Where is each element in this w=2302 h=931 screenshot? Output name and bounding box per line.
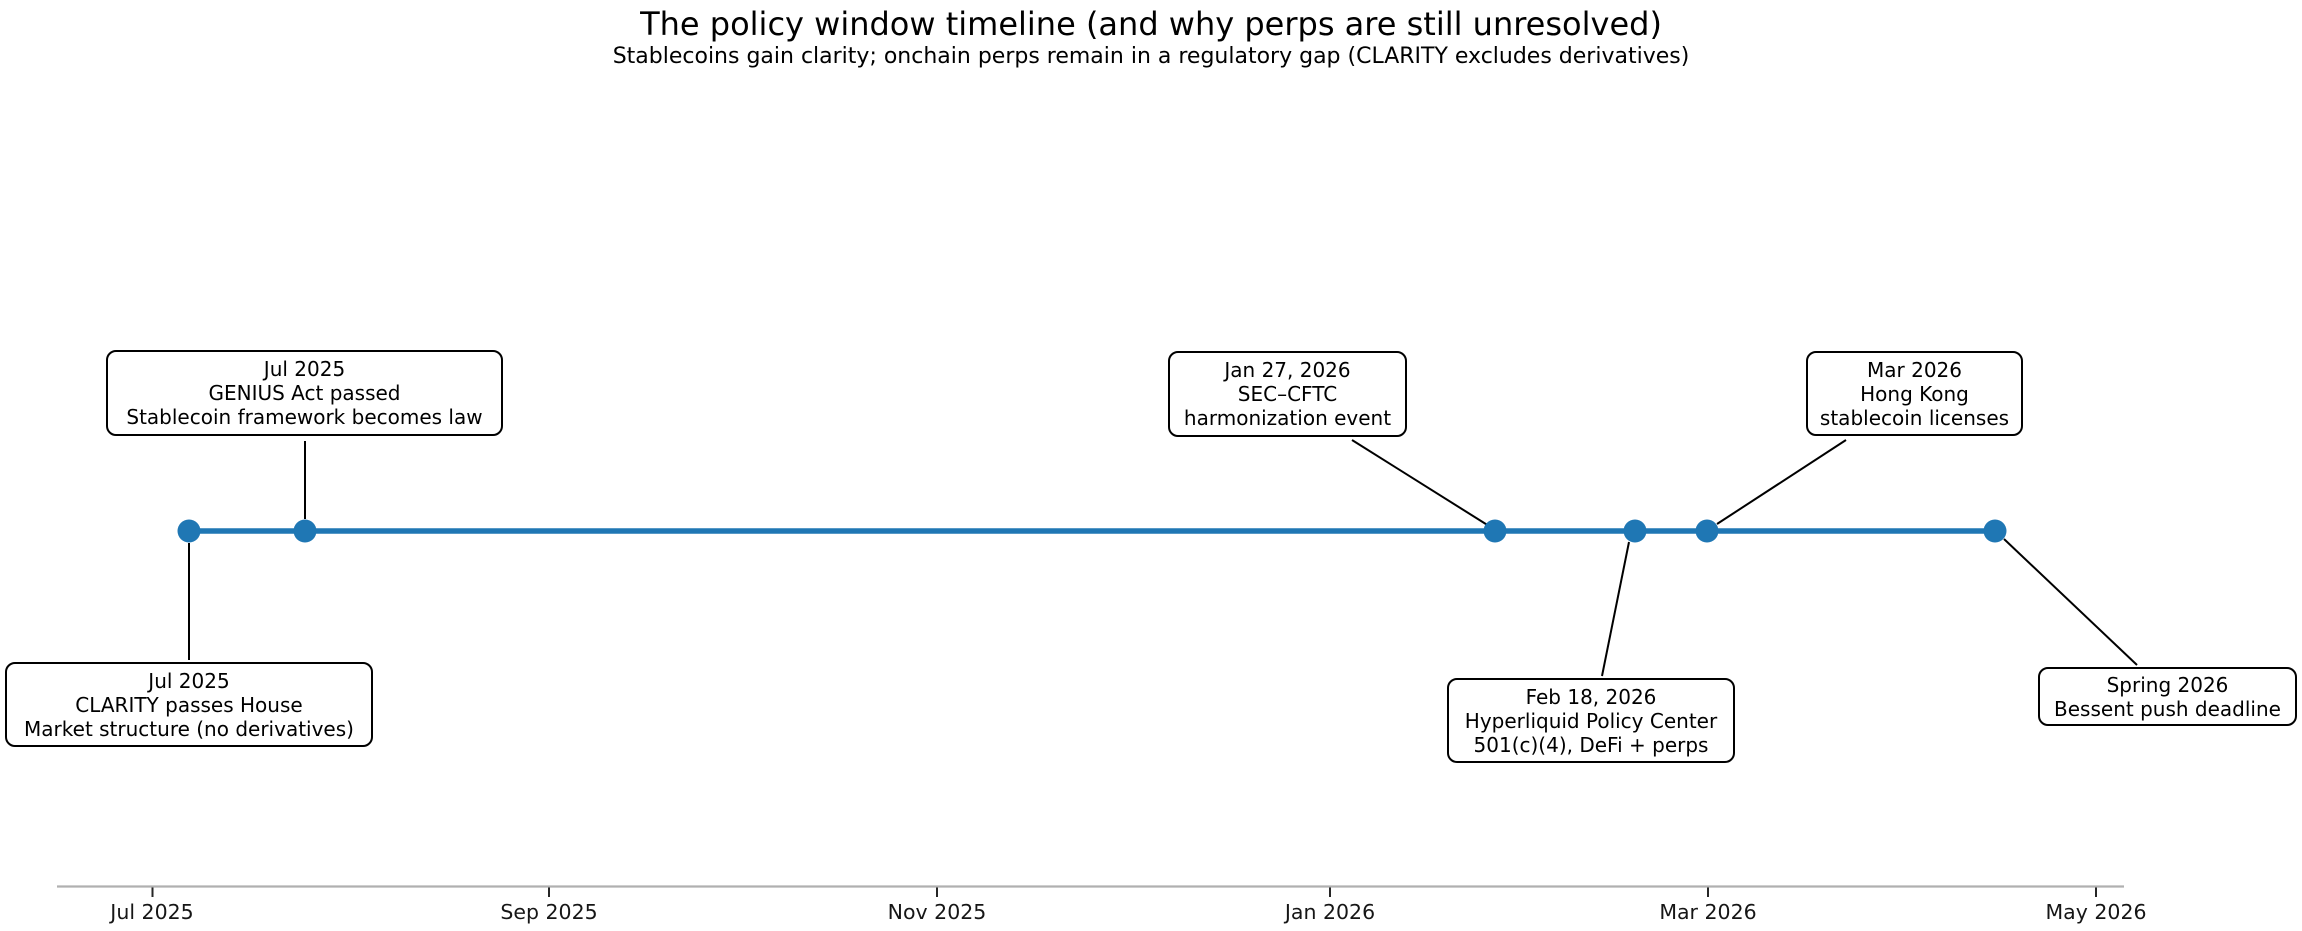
connector-hyperliquid: [1601, 541, 1630, 677]
milestone-dot-hong-kong: [1695, 519, 1719, 543]
callout-hong-kong: Mar 2026 Hong Kong stablecoin licenses: [1806, 351, 2023, 436]
milestone-dot-sec-cftc: [1483, 519, 1507, 543]
callout-date-line: Feb 18, 2026: [1525, 684, 1657, 709]
x-tick-label-jan-2026: Jan 2026: [1284, 900, 1376, 924]
callout-text-line: CLARITY passes House: [75, 692, 303, 717]
milestone-dot-bessent: [1983, 519, 2007, 543]
chart-subtitle: Stablecoins gain clarity; onchain perps …: [612, 44, 1690, 69]
chart-title: The policy window timeline (and why perp…: [640, 5, 1662, 43]
callout-clarity-house: Jul 2025 CLARITY passes House Market str…: [5, 662, 373, 747]
callout-sec-cftc: Jan 27, 2026 SEC–CFTC harmonization even…: [1168, 351, 1407, 437]
callout-text-line: stablecoin licenses: [1819, 405, 2010, 430]
x-tick-label-may-2026: May 2026: [2045, 900, 2147, 924]
milestone-dot-hyperliquid: [1623, 519, 1647, 543]
milestone-dot-clarity-house: [177, 519, 201, 543]
callout-bessent: Spring 2026 Bessent push deadline: [2038, 667, 2297, 726]
milestone-dot-genius-act: [293, 519, 317, 543]
callout-text-line: Stablecoin framework becomes law: [126, 405, 483, 429]
callout-text-line: Market structure (no derivatives): [24, 716, 354, 741]
connector-bessent: [2003, 538, 2138, 666]
callout-text-line: GENIUS Act passed: [208, 381, 401, 405]
callout-date-line: Jul 2025: [263, 357, 346, 381]
x-tick-label-mar-2026: Mar 2026: [1659, 900, 1757, 924]
callout-text-line: Bessent push deadline: [2054, 696, 2281, 721]
callout-date-line: Jul 2025: [148, 668, 230, 693]
callout-text-line: Hyperliquid Policy Center: [1464, 708, 1718, 733]
x-tick-label-nov-2025: Nov 2025: [887, 900, 987, 924]
callout-hyperliquid: Feb 18, 2026 Hyperliquid Policy Center 5…: [1447, 678, 1735, 763]
x-tick-label-jul-2025: Jul 2025: [110, 900, 194, 924]
callout-genius-act: Jul 2025 GENIUS Act passed Stablecoin fr…: [106, 350, 503, 436]
connector-hong-kong: [1716, 439, 1847, 525]
callout-text-line: Hong Kong: [1860, 381, 1969, 406]
connector-sec-cftc: [1351, 439, 1490, 527]
callout-date-line: Jan 27, 2026: [1224, 358, 1351, 382]
callout-text-line: SEC–CFTC: [1237, 382, 1338, 406]
x-tick-label-sep-2025: Sep 2025: [500, 900, 598, 924]
callout-text-line: 501(c)(4), DeFi + perps: [1473, 732, 1709, 757]
callout-text-line: harmonization event: [1183, 406, 1392, 430]
callout-date-line: Spring 2026: [2106, 672, 2229, 697]
callout-date-line: Mar 2026: [1867, 357, 1962, 382]
